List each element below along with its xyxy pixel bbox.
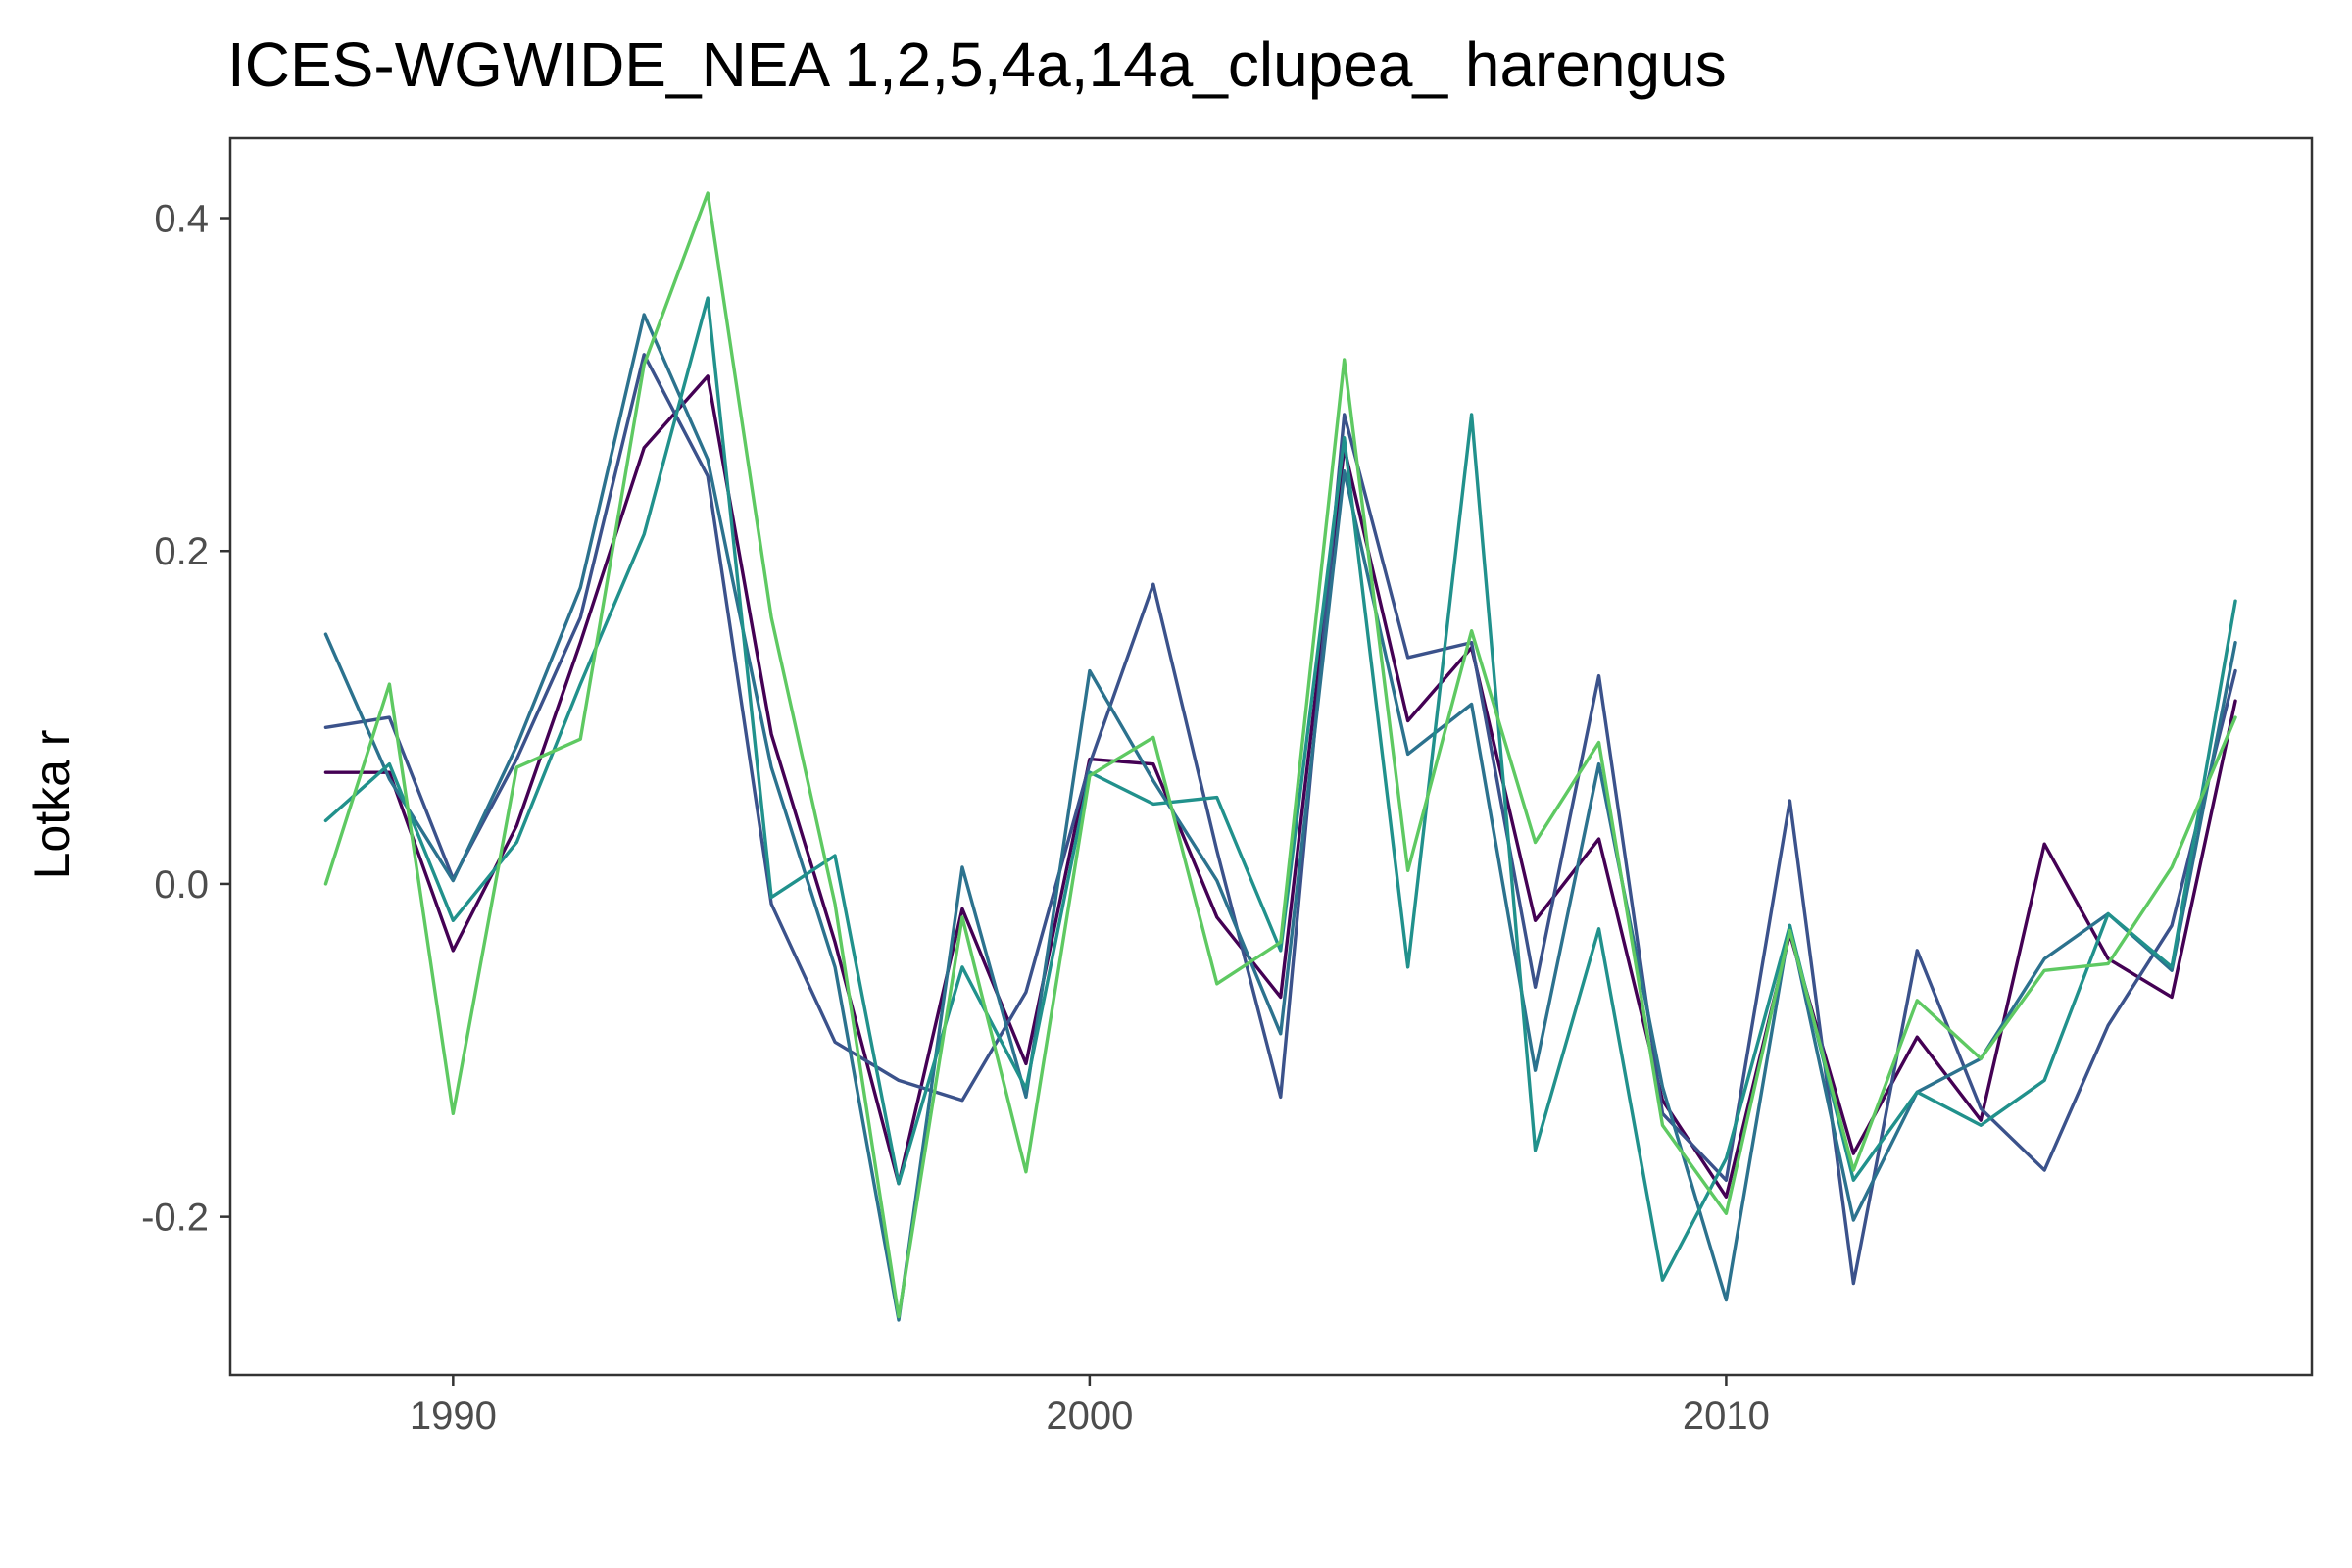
chart-title: ICES-WGWIDE_NEA 1,2,5,4a,14a_clupea_ har… xyxy=(227,29,1727,100)
series-line-5 xyxy=(323,191,2237,1319)
series-line-3 xyxy=(323,313,2237,1322)
y-tick-label: 0.4 xyxy=(154,198,209,241)
x-tick-label: 1990 xyxy=(410,1395,497,1438)
y-tick-label: 0.0 xyxy=(154,863,209,906)
x-tick-label: 2000 xyxy=(1046,1395,1133,1438)
series-line-2 xyxy=(323,353,2237,1286)
plot-panel-border xyxy=(228,136,2314,1377)
y-axis-label: Lotka r xyxy=(24,730,79,880)
y-tick-label: -0.2 xyxy=(141,1197,209,1240)
y-tick-label: 0.2 xyxy=(154,530,209,573)
series-line-4 xyxy=(323,296,2237,1282)
series-line-1 xyxy=(323,374,2237,1199)
axes-layer: -0.2 0.0 0.2 0.4 1990 2000 2010 xyxy=(141,198,1770,1438)
series-layer xyxy=(323,191,2237,1322)
x-tick-label: 2010 xyxy=(1683,1395,1770,1438)
